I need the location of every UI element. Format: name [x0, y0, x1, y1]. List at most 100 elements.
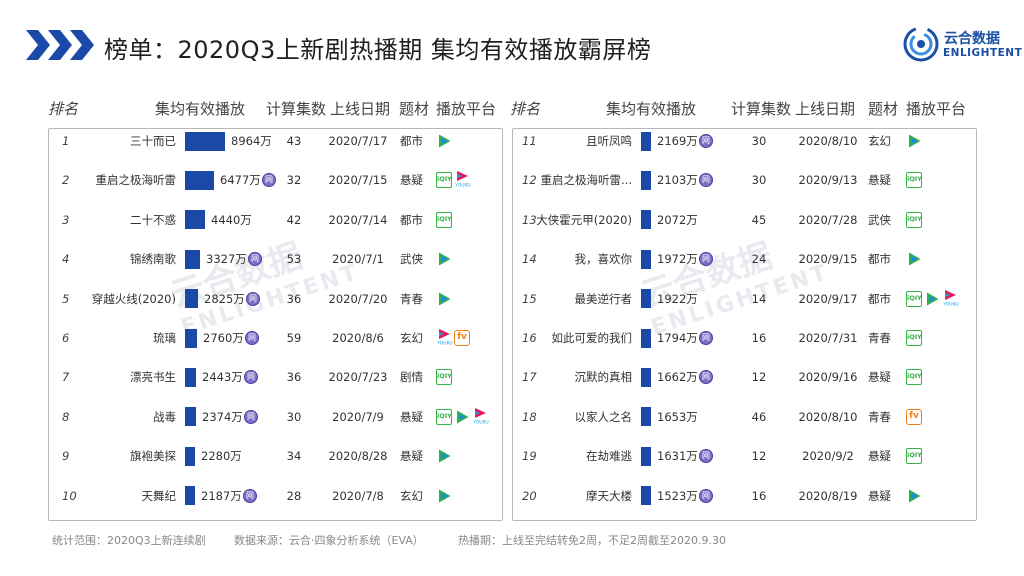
web-drama-badge: 网 — [699, 370, 713, 385]
value-bar — [641, 170, 651, 190]
header-date-left: 上线日期 — [330, 100, 391, 118]
row-title: 如此可爱的我们 — [551, 331, 633, 345]
value-bar — [641, 249, 651, 269]
value-bar — [185, 486, 195, 506]
tencent-video-icon — [909, 489, 921, 503]
tencent-video-icon — [909, 134, 921, 148]
row-rank: 7 — [62, 370, 70, 385]
web-drama-badge: 网 — [244, 370, 258, 385]
header-rank-left: 排名 — [48, 100, 79, 118]
value-bar — [641, 210, 651, 230]
row-genre: 悬疑 — [868, 488, 891, 503]
header-platform-right: 播放平台 — [906, 100, 967, 118]
row-rank: 2 — [62, 173, 70, 188]
row-episodes: 16 — [751, 488, 767, 503]
row-title: 二十不惑 — [130, 212, 176, 227]
row-title: 漂亮书生 — [130, 370, 176, 385]
value-label: 2280万 — [201, 449, 242, 464]
header-value-left: 集均有效播放 — [155, 100, 246, 118]
iqiyi-icon: iQIY — [436, 211, 452, 228]
row-rank: 8 — [62, 409, 70, 424]
youku-label: YOUKU — [454, 183, 470, 189]
row-genre: 悬疑 — [400, 449, 423, 464]
iqiyi-icon: iQIY — [436, 369, 452, 386]
row-rank: 5 — [62, 291, 70, 306]
value-label: 1523万 — [657, 488, 698, 503]
row-episodes: 30 — [751, 173, 767, 188]
logo-text-cn: 云合数据 — [944, 31, 1000, 47]
row-rank: 15 — [522, 291, 537, 306]
tencent-video-icon — [909, 252, 921, 266]
row-title: 重启之极海听雷 — [95, 173, 177, 188]
row-genre: 悬疑 — [868, 370, 891, 385]
row-date: 2020/7/20 — [328, 291, 388, 306]
tencent-video-icon — [439, 292, 451, 306]
web-drama-badge: 网 — [699, 449, 713, 464]
value-bar — [185, 131, 225, 151]
row-date: 2020/7/9 — [332, 409, 384, 424]
row-title: 旗袍美探 — [130, 449, 176, 464]
value-bar — [185, 367, 196, 387]
header-platform-left: 播放平台 — [436, 100, 497, 118]
row-rank: 6 — [62, 331, 70, 345]
row-date: 2020/7/8 — [332, 488, 384, 503]
row-rank: 16 — [522, 331, 537, 345]
row-genre: 玄幻 — [868, 134, 891, 148]
value-label: 1794万 — [657, 331, 698, 345]
row-title: 重启之极海听雷... — [540, 173, 632, 188]
value-bar — [185, 249, 200, 269]
youku-label: YOUKU — [472, 419, 488, 425]
row-rank: 4 — [62, 252, 70, 267]
value-bar — [641, 446, 651, 466]
row-date: 2020/7/14 — [328, 212, 388, 227]
row-genre: 都市 — [400, 212, 423, 227]
row-episodes: 32 — [286, 173, 302, 188]
row-episodes: 36 — [286, 291, 302, 306]
youku-label: YOUKU — [436, 341, 452, 347]
youku-icon: YOUKU — [942, 289, 959, 307]
youku-label: YOUKU — [942, 301, 958, 307]
row-genre: 玄幻 — [400, 488, 423, 503]
value-bar — [185, 210, 205, 230]
row-rank: 20 — [522, 488, 537, 503]
row-genre: 剧情 — [400, 370, 423, 385]
row-genre: 悬疑 — [868, 173, 891, 188]
value-label: 1922万 — [657, 291, 698, 306]
row-title: 三十而已 — [130, 134, 176, 148]
row-rank: 3 — [62, 212, 70, 227]
header-date-right: 上线日期 — [795, 100, 856, 118]
row-title: 天舞纪 — [141, 488, 177, 503]
web-drama-badge: 网 — [699, 173, 713, 188]
row-episodes: 43 — [286, 134, 302, 148]
row-rank: 1 — [62, 134, 70, 148]
row-episodes: 24 — [751, 252, 767, 267]
row-episodes: 34 — [286, 449, 302, 464]
row-title: 大侠霍元甲(2020) — [536, 212, 632, 227]
web-drama-badge: 网 — [243, 488, 257, 503]
row-genre: 青春 — [400, 291, 423, 306]
title-chevrons-icon — [26, 30, 94, 60]
iqiyi-icon: iQIY — [436, 408, 452, 425]
row-title: 在劫难逃 — [586, 449, 632, 464]
enlightent-logo: 云合数据 ENLIGHTENT — [900, 22, 1022, 66]
value-bar — [641, 407, 651, 427]
row-episodes: 30 — [286, 409, 302, 424]
web-drama-badge: 网 — [699, 331, 713, 345]
value-label: 2760万 — [203, 331, 244, 345]
row-episodes: 12 — [751, 449, 767, 464]
value-label: 2072万 — [657, 212, 698, 227]
header-value-right: 集均有效播放 — [606, 100, 697, 118]
value-label: 2443万 — [202, 370, 243, 385]
tencent-video-icon — [439, 489, 451, 503]
row-rank: 18 — [522, 409, 537, 424]
row-genre: 都市 — [868, 252, 891, 267]
row-episodes: 59 — [286, 331, 302, 345]
iqiyi-icon: iQIY — [906, 290, 922, 307]
row-rank: 14 — [522, 252, 537, 267]
row-title: 沉默的真相 — [574, 370, 633, 385]
web-drama-badge: 网 — [699, 252, 713, 267]
row-title: 锦绣南歌 — [130, 252, 176, 267]
row-date: 2020/7/28 — [798, 212, 858, 227]
value-bar — [641, 328, 651, 348]
youku-icon: YOUKU — [436, 329, 453, 347]
